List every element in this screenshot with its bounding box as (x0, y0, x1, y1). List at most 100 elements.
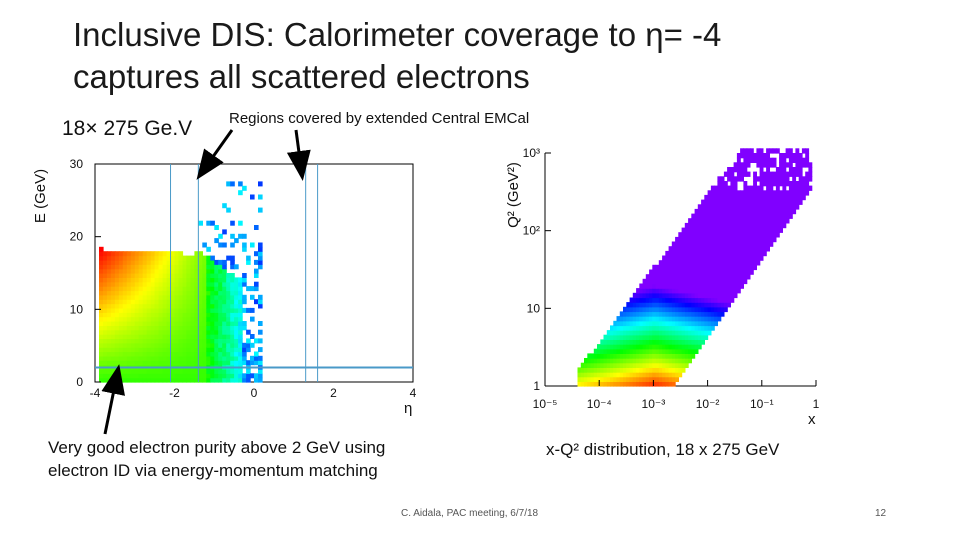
eta-heatmap-cell (154, 255, 160, 261)
xq-heatmap-cell (727, 213, 731, 219)
xq-heatmap-cell (678, 236, 683, 243)
xq-x-tick-label: 1 (813, 397, 820, 411)
xq-heatmap-cell (707, 246, 712, 252)
eta-heatmap-cell (174, 273, 180, 278)
xq-heatmap-cell (636, 320, 640, 327)
xq-heatmap-cell (662, 264, 666, 271)
eta-heatmap-cell (146, 286, 152, 292)
eta-heatmap-cell (202, 307, 207, 313)
eta-heatmap-cell (146, 290, 152, 296)
eta-heatmap-cell (230, 351, 235, 357)
xq-heatmap-cell (662, 344, 666, 350)
purity-caption: Very good electron purity above 2 GeV us… (48, 436, 468, 482)
xq-heatmap-cell (710, 278, 715, 285)
xq-heatmap-cell (736, 274, 741, 280)
eta-heatmap-cell (122, 264, 128, 270)
xq-heatmap-cell (655, 372, 660, 378)
eta-heatmap-cell (150, 303, 156, 309)
eta-heatmap-cell (238, 360, 243, 366)
xq-heatmap-cell (762, 162, 767, 168)
eta-heatmap-cell (166, 299, 172, 305)
eta-heatmap-cell (114, 338, 120, 344)
eta-heatmap-cell (214, 307, 219, 313)
eta-x-tick-label: -4 (90, 386, 101, 400)
xq-heatmap-cell (691, 218, 696, 224)
eta-heatmap-cell (202, 299, 207, 305)
eta-heatmap-cell (238, 307, 243, 313)
xq-heatmap-cell (785, 208, 790, 215)
eta-heatmap-cell (134, 321, 140, 326)
xq-heatmap-cell (710, 316, 715, 322)
eta-heatmap-cell (258, 329, 263, 335)
xq-heatmap-cell (694, 330, 699, 336)
xq-heatmap-cell (652, 292, 657, 299)
xq-heatmap-cell (759, 194, 764, 201)
eta-heatmap-cell (222, 316, 227, 322)
eta-heatmap-cell (174, 373, 180, 379)
eta-heatmap-cell (234, 281, 239, 287)
xq-heatmap-cell (626, 325, 631, 331)
xq-heatmap-cell (665, 264, 670, 271)
xq-heatmap-cell (623, 358, 627, 364)
eta-heatmap-cell (106, 355, 112, 361)
eta-heatmap-cell (222, 277, 227, 283)
eta-heatmap-cell (202, 294, 207, 300)
xq-heatmap-cell (746, 260, 751, 266)
xq-heatmap-cell (717, 260, 722, 266)
eta-heatmap-cell (110, 255, 116, 261)
xq-heatmap-cell (736, 288, 741, 294)
eta-heatmap-cell (210, 351, 215, 357)
xq-heatmap-cell (616, 316, 621, 322)
xq-heatmap-cell (753, 241, 757, 247)
eta-heatmap-cell (174, 312, 180, 318)
xq-heatmap-cell (662, 288, 666, 294)
eta-heatmap-cell (210, 277, 215, 283)
eta-heatmap-cell (166, 307, 172, 313)
xq-heatmap-cell (762, 250, 767, 257)
xq-heatmap-cell (642, 381, 647, 387)
xq-heatmap-cell (606, 376, 611, 382)
eta-heatmap-cell (142, 355, 148, 361)
xq-heatmap-cell (619, 316, 624, 322)
xq-heatmap-cell (704, 213, 709, 219)
eta-heatmap-cell (194, 316, 199, 322)
xq-heatmap-cell (701, 213, 705, 219)
xq-heatmap-cell (688, 274, 692, 280)
eta-heatmap-cell (150, 299, 156, 305)
xq-heatmap-cell (782, 204, 787, 210)
eta-heatmap-cell (230, 220, 235, 226)
eta-heatmap-cell (154, 329, 160, 335)
xq-heatmap-cell (736, 218, 741, 224)
xq-heatmap-cell (649, 320, 653, 327)
eta-heatmap-cell (230, 299, 235, 305)
eta-heatmap-cell (142, 286, 148, 292)
eta-heatmap-cell (206, 325, 211, 331)
eta-heatmap-cell (178, 290, 184, 296)
eta-heatmap-cell (186, 307, 191, 313)
xq-heatmap-cell (785, 213, 790, 219)
xq-heatmap-cell (707, 241, 712, 247)
eta-heatmap-cell (162, 334, 168, 339)
eta-heatmap-cell (110, 316, 116, 322)
eta-heatmap-cell (122, 347, 128, 353)
xq-heatmap-cell (743, 232, 748, 238)
xq-heatmap-cell (710, 246, 715, 252)
eta-heatmap-cell (114, 355, 120, 361)
xq-heatmap-cell (801, 157, 806, 163)
eta-heatmap-cell (238, 290, 243, 296)
xq-heatmap-cell (645, 344, 650, 350)
eta-heatmap-cell (222, 259, 227, 265)
eta-heatmap-cell (118, 338, 124, 344)
eta-heatmap-cell (138, 351, 144, 357)
eta-heatmap-cell (182, 312, 188, 318)
eta-heatmap-cell (110, 368, 116, 374)
xq-heatmap-cell (623, 372, 627, 378)
xq-heatmap-cell (636, 330, 640, 336)
xq-heatmap-cell (639, 330, 644, 336)
xq-heatmap-cell (606, 348, 611, 354)
xq-heatmap-cell (671, 306, 676, 313)
xq-heatmap-cell (740, 199, 744, 205)
eta-heatmap-cell (114, 307, 120, 313)
eta-heatmap-cell (170, 294, 176, 300)
eta-heatmap-cell (178, 342, 184, 348)
